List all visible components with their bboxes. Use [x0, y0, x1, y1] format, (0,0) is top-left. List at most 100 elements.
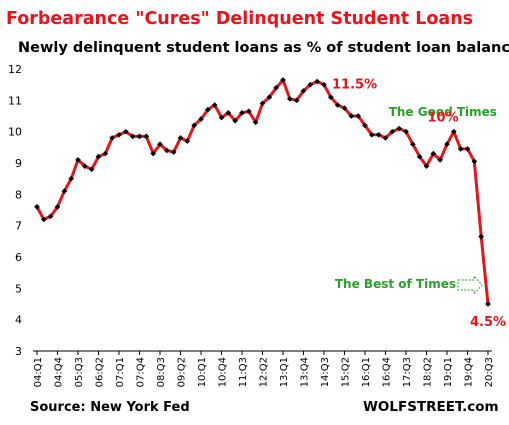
x-tick-label: 09:Q2 — [177, 357, 188, 387]
y-axis: 3 4 5 6 7 8 9 10 11 12 — [8, 63, 22, 358]
source-label: Source: New York Fed — [30, 400, 190, 415]
annotation-good-times: The Good Times — [389, 105, 497, 119]
data-point — [375, 131, 382, 138]
data-point — [410, 141, 416, 148]
data-point — [471, 158, 478, 165]
y-tick-label: 4 — [15, 314, 22, 327]
annotation-peak-label: 11.5% — [332, 78, 377, 93]
y-tick-label: 5 — [15, 282, 22, 295]
data-point — [369, 131, 375, 138]
data-point — [109, 135, 115, 141]
x-tick-label: 10:Q1 — [197, 357, 208, 387]
x-axis: 04:Q1 04:Q4 05:Q3 06:Q2 07:Q1 07:Q4 08:Q3 09:Q2… — [33, 350, 495, 387]
arrow-icon — [457, 274, 483, 296]
data-point — [211, 102, 218, 108]
data-point — [82, 163, 88, 169]
data-point — [239, 110, 245, 116]
x-tick-label: 16:Q4 — [382, 357, 393, 387]
x-tick-label: 19:Q4 — [464, 357, 475, 387]
data-point — [287, 95, 293, 102]
data-point — [293, 97, 300, 104]
data-point — [232, 117, 238, 124]
data-point — [341, 105, 348, 111]
data-point — [143, 133, 150, 140]
data-point — [348, 113, 355, 119]
x-tick-label: 19:Q1 — [443, 357, 454, 387]
data-point — [75, 157, 81, 163]
data-point — [485, 301, 491, 307]
data-point — [307, 81, 314, 88]
data-point — [300, 88, 307, 94]
data-point — [423, 163, 430, 169]
data-point — [123, 128, 129, 135]
annotation-4-5-percent: 4.5% — [470, 315, 506, 330]
data-point — [444, 141, 450, 148]
x-tick-label: 14:Q3 — [320, 357, 331, 387]
data-point — [184, 138, 191, 144]
y-tick-label: 6 — [15, 251, 22, 264]
x-tick-label: 20:Q3 — [484, 357, 495, 387]
y-tick-label: 9 — [15, 157, 22, 170]
x-tick-label: 04:Q1 — [33, 357, 44, 387]
data-point — [451, 128, 457, 135]
data-point — [88, 166, 95, 173]
y-tick-label: 8 — [15, 188, 22, 201]
data-point — [225, 110, 232, 116]
data-point — [416, 153, 423, 160]
plot-area — [34, 77, 491, 307]
data-point — [478, 233, 484, 240]
x-tick-label: 08:Q3 — [156, 357, 167, 387]
data-point — [355, 113, 361, 119]
data-point — [334, 102, 341, 108]
x-tick-label: 04:Q4 — [54, 357, 65, 387]
y-tick-label: 11 — [8, 94, 22, 107]
data-point — [266, 94, 273, 101]
data-point — [164, 147, 170, 154]
x-tick-label: 13:Q1 — [279, 357, 290, 387]
data-point — [273, 84, 279, 91]
data-point — [198, 116, 204, 122]
x-tick-label: 17:Q3 — [402, 357, 413, 387]
x-tick-label: 06:Q2 — [95, 357, 106, 387]
x-tick-label: 07:Q1 — [115, 357, 126, 387]
data-point — [129, 133, 136, 140]
brand-label: WOLFSTREET.com — [363, 399, 499, 415]
data-point — [464, 146, 471, 152]
data-point — [191, 122, 197, 129]
data-point — [457, 146, 464, 152]
data-point — [403, 128, 409, 135]
data-point — [218, 114, 225, 121]
y-tick-label: 10 — [8, 126, 22, 139]
data-point — [382, 135, 389, 141]
data-point — [136, 133, 143, 140]
chart-subtitle: Newly delinquent student loans as % of s… — [18, 40, 509, 56]
data-point — [68, 175, 74, 182]
y-tick-label: 7 — [15, 220, 22, 233]
data-point — [328, 94, 334, 101]
x-tick-label: 13:Q4 — [300, 357, 311, 387]
data-point — [246, 108, 252, 115]
annotation-best-of-times: The Best of Times — [335, 277, 456, 291]
data-point — [102, 150, 109, 157]
x-tick-label: 05:Q3 — [74, 357, 85, 387]
data-point — [95, 153, 102, 160]
x-tick-label: 10:Q4 — [218, 357, 229, 387]
x-tick-label: 18:Q2 — [423, 357, 434, 387]
x-tick-label: 16:Q1 — [361, 357, 372, 387]
data-point — [177, 135, 184, 141]
data-point — [116, 131, 122, 138]
data-point — [157, 141, 163, 148]
x-tick-label: 15:Q2 — [341, 357, 352, 387]
annotation-10-percent: 10% — [427, 111, 458, 126]
y-tick-label: 3 — [15, 345, 22, 358]
data-point — [259, 100, 266, 107]
data-point — [430, 150, 437, 157]
data-point — [280, 77, 286, 83]
x-tick-label: 11:Q3 — [238, 357, 249, 387]
data-point — [252, 119, 259, 126]
data-point — [205, 106, 211, 113]
data-point — [314, 78, 320, 85]
y-tick-label: 12 — [8, 63, 22, 76]
